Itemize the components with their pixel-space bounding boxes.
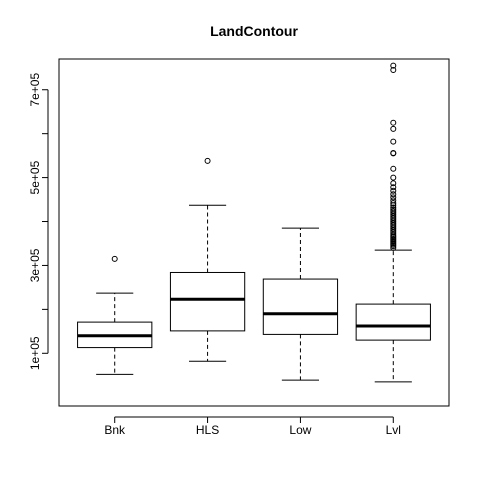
plot-frame	[58, 58, 450, 407]
y-axis: 1e+05 3e+05 5e+05 7e+05	[28, 73, 49, 370]
outlier-point	[390, 194, 397, 201]
x-tick-label: Low	[289, 423, 311, 437]
outlier-point	[390, 62, 397, 69]
outlier-point	[390, 244, 397, 251]
outlier-point	[390, 204, 397, 211]
y-tick-label: 3e+05	[28, 248, 42, 282]
outlier-point	[204, 157, 211, 164]
x-tick-label: HLS	[196, 423, 219, 437]
box-body	[355, 303, 431, 341]
box-body	[262, 278, 339, 335]
outlier-point	[390, 184, 397, 191]
outlier-point	[390, 138, 397, 145]
outlier-point	[390, 119, 397, 126]
outlier-point	[390, 206, 397, 213]
outlier-point	[390, 187, 397, 194]
outlier-point	[390, 191, 397, 198]
y-tick-label: 5e+05	[28, 160, 42, 194]
box-hls	[169, 157, 246, 362]
y-tick-label: 1e+05	[28, 336, 42, 370]
outlier-point	[111, 255, 118, 262]
outlier-point	[390, 180, 397, 187]
y-tick-label: 7e+05	[28, 73, 42, 107]
outlier-point	[390, 125, 397, 132]
boxes	[77, 62, 431, 383]
outlier-point	[390, 165, 397, 172]
outlier-point	[390, 200, 397, 207]
outlier-point	[390, 174, 397, 181]
box-lvl	[355, 62, 431, 383]
outlier-point	[390, 197, 397, 204]
x-tick-label: Bnk	[104, 423, 126, 437]
box-bnk	[77, 255, 153, 375]
outlier-point	[390, 66, 397, 73]
box-body	[169, 271, 246, 332]
outlier-point	[390, 149, 397, 156]
x-axis: Bnk HLS Low Lvl	[104, 416, 401, 437]
box-low	[262, 227, 339, 381]
chart-title: LandContour	[210, 23, 298, 39]
x-tick-label: Lvl	[386, 423, 401, 437]
outlier-point	[390, 207, 397, 214]
